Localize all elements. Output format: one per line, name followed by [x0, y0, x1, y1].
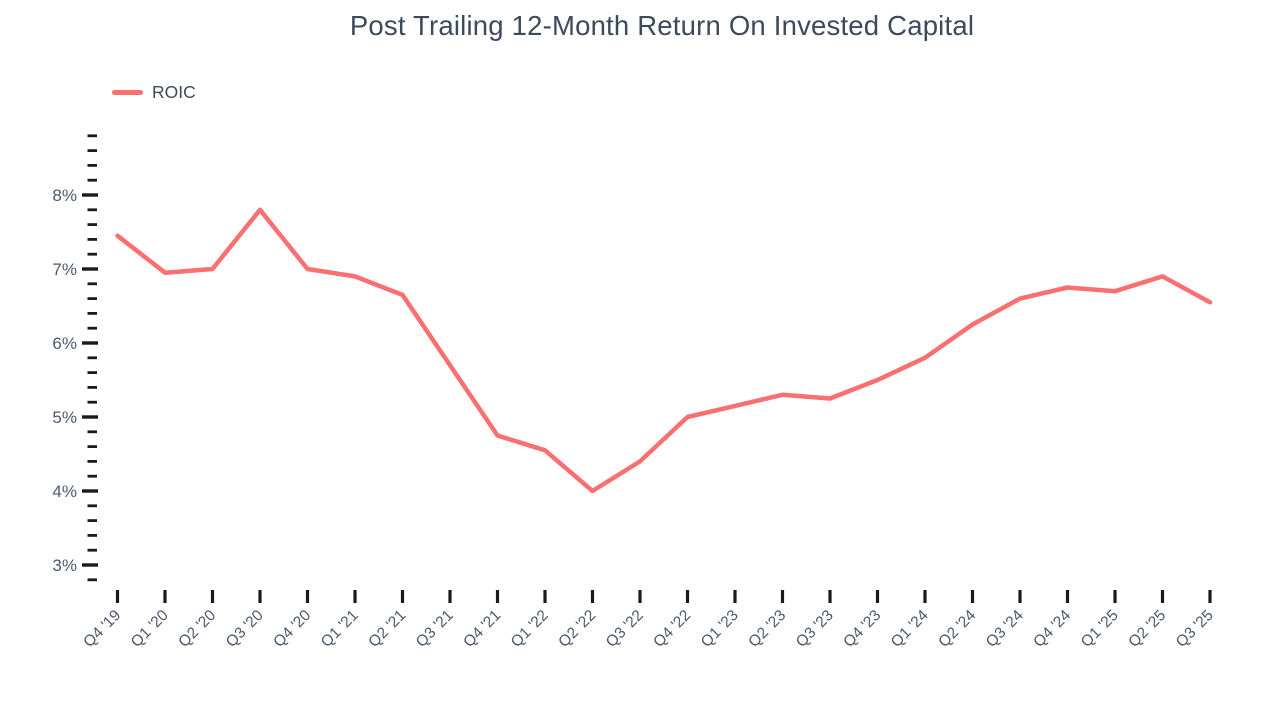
- x-axis-tick-label: Q4 '23: [840, 607, 884, 651]
- x-axis-tick-label: Q1 '20: [128, 607, 172, 651]
- legend-line-swatch-icon: [112, 90, 143, 96]
- x-axis-tick-label: Q1 '22: [508, 607, 552, 651]
- x-axis-tick-label: Q4 '20: [270, 607, 314, 651]
- chart-title: Post Trailing 12-Month Return On Investe…: [349, 10, 975, 41]
- legend-label: ROIC: [152, 82, 196, 102]
- x-axis-tick-label: Q2 '23: [745, 607, 789, 651]
- x-axis-tick-label: Q2 '24: [935, 607, 979, 651]
- x-axis-tick-label: Q2 '20: [175, 607, 219, 651]
- x-axis-tick-label: Q3 '23: [793, 607, 837, 651]
- series-line-roic[interactable]: [115, 207, 1213, 494]
- legend: ROIC: [112, 82, 196, 102]
- legend-item-roic[interactable]: ROIC: [112, 82, 196, 102]
- x-axis-tick-label: Q2 '22: [555, 607, 599, 651]
- x-axis-tick-label: Q3 '22: [603, 607, 647, 651]
- y-axis-tick-label: 6%: [52, 334, 77, 353]
- x-axis-tick-label: Q4 '22: [650, 607, 694, 651]
- y-axis-tick-label: 5%: [52, 408, 77, 427]
- x-axis-tick-label: Q1 '24: [888, 607, 932, 651]
- x-axis-tick-label: Q4 '19: [80, 607, 124, 651]
- x-axis-tick-label: Q1 '25: [1078, 607, 1122, 651]
- y-axis-tick-label: 4%: [52, 482, 77, 501]
- x-axis-tick-label: Q2 '21: [365, 607, 409, 651]
- y-axis-tick-label: 7%: [52, 260, 77, 279]
- x-axis-tick-label: Q3 '24: [983, 607, 1027, 651]
- x-axis-tick-label: Q3 '21: [413, 607, 457, 651]
- x-axis-tick-label: Q4 '21: [460, 607, 504, 651]
- x-axis-tick-label: Q4 '24: [1030, 607, 1074, 651]
- y-axis-tick-label: 3%: [52, 556, 77, 575]
- y-axis-tick-label: 8%: [52, 186, 77, 205]
- x-axis-tick-label: Q3 '20: [223, 607, 267, 651]
- x-axis-tick-label: Q1 '21: [318, 607, 362, 651]
- x-axis-tick-label: Q3 '25: [1173, 607, 1217, 651]
- x-axis-tick-label: Q2 '25: [1125, 607, 1169, 651]
- x-axis-tick-label: Q1 '23: [698, 607, 742, 651]
